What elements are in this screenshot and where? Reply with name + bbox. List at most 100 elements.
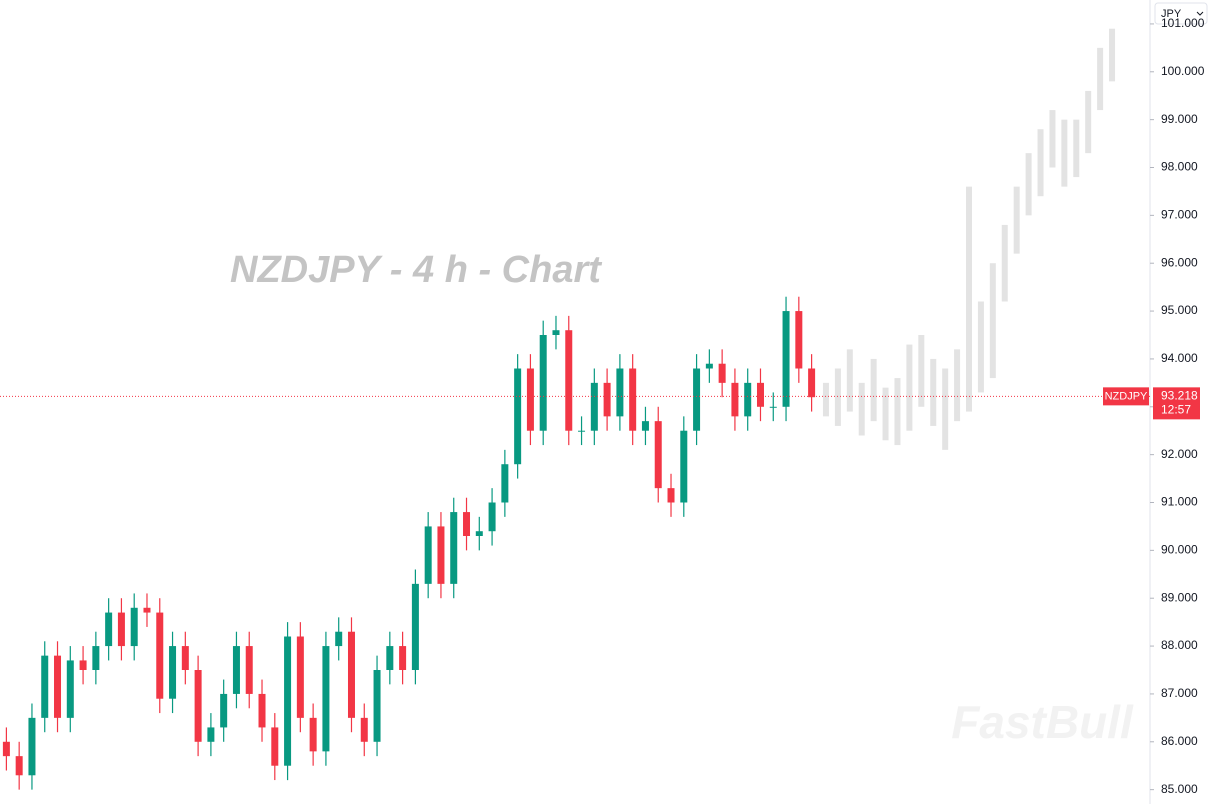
candle-body: [386, 646, 394, 670]
candle-body: [565, 330, 573, 431]
candle-body: [411, 583, 419, 670]
candle-body: [296, 636, 304, 718]
candle-body: [309, 717, 317, 752]
candle-body: [424, 526, 432, 584]
candle-body: [667, 488, 675, 503]
y-tick-label: 96.000: [1161, 255, 1198, 269]
candle-body: [181, 646, 189, 670]
y-tick-label: 91.000: [1161, 495, 1198, 509]
candle-body: [501, 464, 509, 503]
candle-body: [399, 646, 407, 670]
projection-bar: [1097, 47, 1104, 111]
projection-bar: [954, 349, 961, 422]
candle-body: [28, 717, 36, 776]
projection-bar: [858, 382, 865, 436]
projection-bar: [930, 358, 937, 426]
projection-bar: [989, 263, 996, 379]
candle-body: [795, 311, 803, 369]
projection-bar: [1109, 28, 1116, 82]
projection-bar: [1073, 119, 1080, 178]
chart-title: NZDJPY - 4 h - Chart: [230, 249, 602, 291]
candle-body: [347, 631, 355, 718]
projection-bar: [942, 368, 949, 450]
y-tick-label: 86.000: [1161, 734, 1198, 748]
projection-bar: [1037, 129, 1044, 197]
candle-body: [526, 368, 534, 431]
candle-body: [693, 368, 701, 431]
symbol-label: NZDJPY: [1105, 390, 1148, 402]
candle-body: [322, 646, 330, 752]
candle-body: [629, 368, 637, 431]
candle-body: [2, 741, 10, 757]
y-tick-label: 101.000: [1161, 16, 1205, 30]
projection-bar: [1085, 90, 1092, 154]
currency-dropdown[interactable]: [1154, 2, 1208, 25]
candle-body: [616, 368, 624, 417]
projection-bar: [1049, 110, 1056, 168]
candle-body: [232, 646, 240, 694]
candle-body: [335, 631, 343, 647]
y-tick-label: 89.000: [1161, 590, 1198, 604]
candle-body: [220, 693, 228, 728]
candle-body: [718, 363, 726, 383]
y-tick-label: 90.000: [1161, 543, 1198, 557]
candle-body: [782, 311, 790, 407]
last-price-label: 93.218: [1161, 389, 1198, 403]
y-tick-label: 92.000: [1161, 447, 1198, 461]
countdown-label: 12:57: [1161, 403, 1191, 417]
candle-body: [258, 693, 266, 728]
candle-body: [156, 612, 164, 699]
projection-bar: [870, 358, 877, 422]
candle-body: [245, 646, 253, 694]
candle-body: [130, 607, 138, 647]
y-tick-label: 100.000: [1161, 64, 1205, 78]
candle-body: [641, 421, 649, 431]
projection-bar: [822, 382, 829, 417]
y-tick-label: 88.000: [1161, 638, 1198, 652]
projection-bar: [846, 349, 853, 412]
candle-body: [66, 660, 74, 718]
candle-body: [54, 655, 62, 718]
candle-body: [463, 512, 471, 536]
projection-bar: [977, 301, 984, 393]
projection-bar: [882, 387, 889, 441]
candle-body: [539, 335, 547, 431]
projection-bar: [966, 186, 972, 412]
y-tick-label: 87.000: [1161, 686, 1198, 700]
candle-body: [271, 727, 279, 766]
candle-body: [117, 612, 125, 647]
candle-body: [450, 512, 458, 584]
currency-label: JPY: [1161, 8, 1182, 20]
candle-body: [194, 670, 202, 742]
candle-body: [756, 382, 764, 407]
candle-body: [514, 368, 522, 465]
candle-body: [284, 636, 292, 766]
candle-body: [731, 382, 739, 417]
candle-body: [105, 612, 113, 647]
candle-body: [373, 670, 381, 742]
candle-body: [360, 717, 368, 742]
y-tick-label: 85.000: [1161, 782, 1198, 796]
candle-body: [680, 430, 688, 503]
candle-body: [654, 421, 662, 489]
projection-bar: [918, 335, 925, 407]
candle-body: [143, 607, 151, 613]
dropdown-arrow: [1196, 11, 1204, 16]
projection-bar: [834, 368, 841, 426]
y-tick-label: 99.000: [1161, 112, 1198, 126]
symbol-tag: [1103, 387, 1149, 406]
candle-body: [41, 655, 49, 718]
y-tick-label: 98.000: [1161, 160, 1198, 174]
candle-body: [578, 430, 586, 432]
candle-body: [207, 727, 215, 742]
y-tick-label: 95.000: [1161, 303, 1198, 317]
y-tick-label: 97.000: [1161, 208, 1198, 222]
candle-body: [15, 756, 23, 776]
candle-body: [437, 526, 445, 584]
candle-body: [475, 531, 483, 536]
candle-body: [744, 382, 752, 417]
candle-body: [769, 406, 777, 408]
y-tick-label: 94.000: [1161, 351, 1198, 365]
